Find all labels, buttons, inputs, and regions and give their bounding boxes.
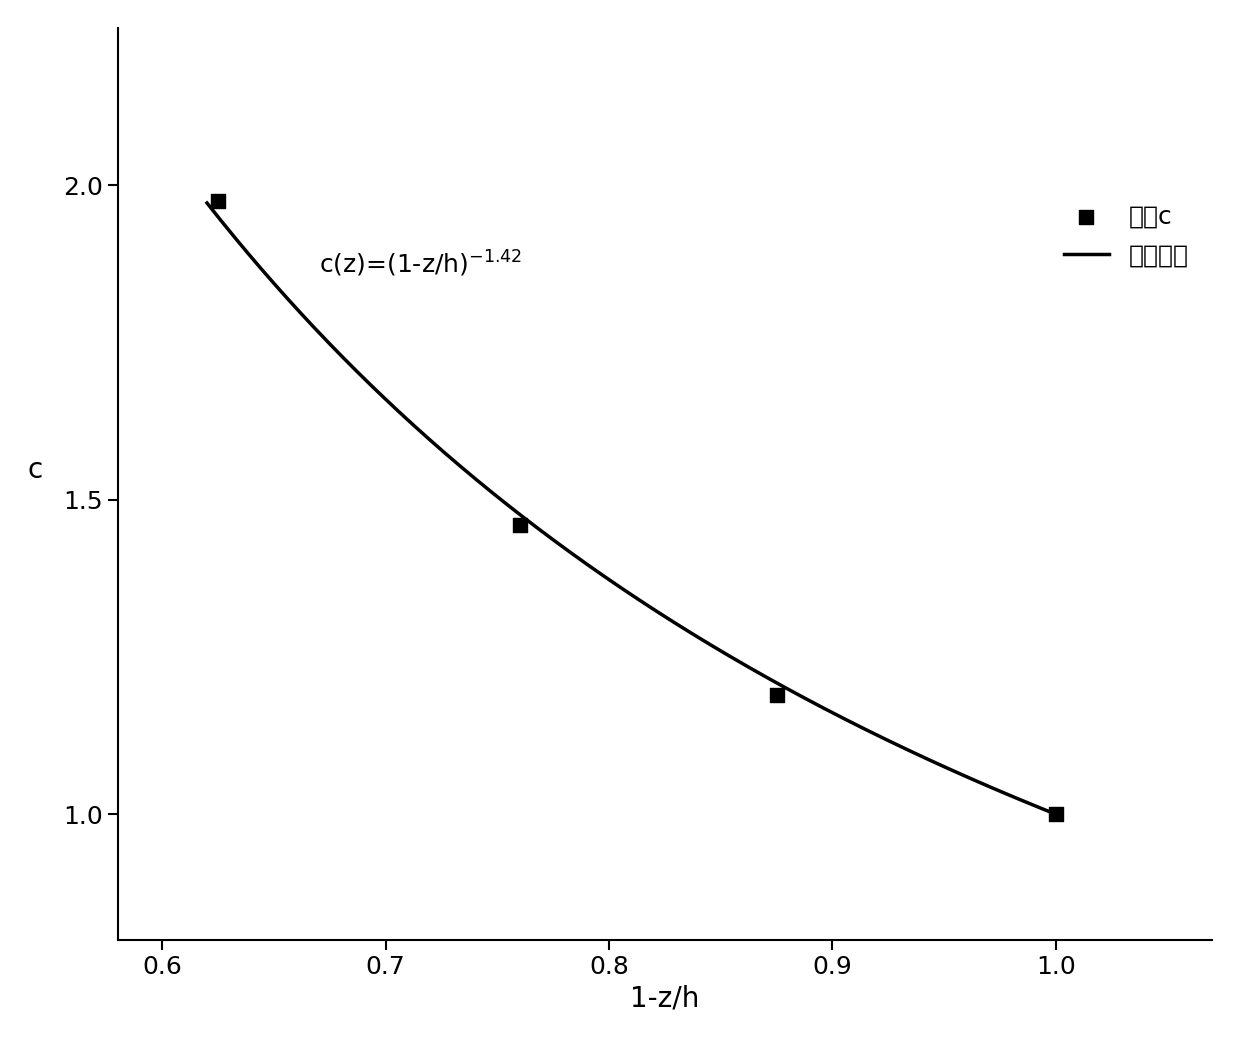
Y-axis label: c: c [27, 456, 43, 484]
Point [1045, 806, 1065, 823]
X-axis label: 1-z/h: 1-z/h [630, 984, 699, 1012]
Legend: 实测c, 拟合曲线: 实测c, 拟合曲线 [1064, 205, 1189, 267]
Point [510, 517, 529, 534]
Point [766, 686, 786, 703]
Point [208, 192, 228, 209]
Text: c(z)=(1-z/h)$^{-1.42}$: c(z)=(1-z/h)$^{-1.42}$ [319, 249, 522, 279]
